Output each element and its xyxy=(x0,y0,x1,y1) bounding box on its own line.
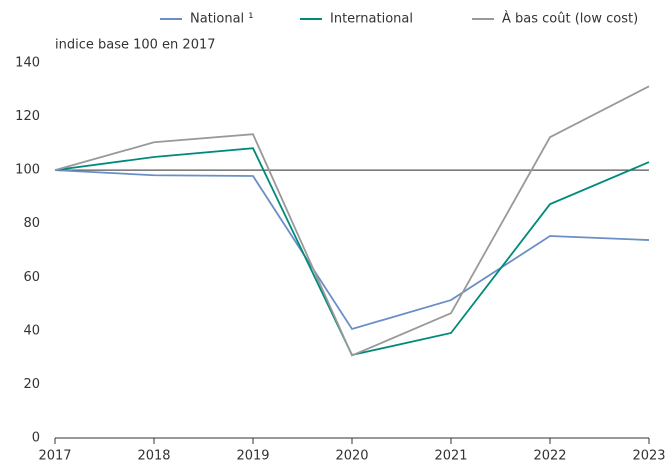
series-line xyxy=(54,147,650,356)
x-tick-label: 2021 xyxy=(434,449,467,461)
y-tick-label: 80 xyxy=(23,216,40,231)
y-tick-label: 0 xyxy=(32,431,40,446)
legend-label: À bas coût (low cost) xyxy=(502,11,638,27)
x-tick-label: 2023 xyxy=(632,449,665,461)
series-line xyxy=(54,85,650,357)
y-tick-label: 40 xyxy=(23,323,40,338)
series-line xyxy=(54,169,650,331)
legend-label: National ¹ xyxy=(190,12,254,27)
x-tick-label: 2020 xyxy=(335,449,368,461)
y-axis-label: indice base 100 en 2017 xyxy=(55,38,216,53)
legend-label: International xyxy=(330,12,413,27)
x-tick-label: 2019 xyxy=(236,449,269,461)
y-tick-label: 100 xyxy=(15,163,40,178)
y-tick-label: 20 xyxy=(23,377,40,392)
y-tick-label: 60 xyxy=(23,270,40,285)
x-tick-label: 2017 xyxy=(38,449,71,461)
y-tick-label: 140 xyxy=(15,56,40,71)
x-tick-label: 2022 xyxy=(533,449,566,461)
x-tick-label: 2018 xyxy=(137,449,170,461)
y-tick-label: 120 xyxy=(15,109,40,124)
